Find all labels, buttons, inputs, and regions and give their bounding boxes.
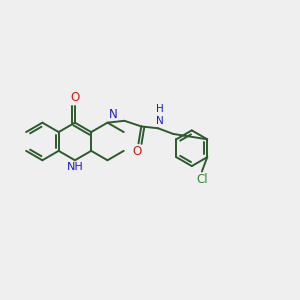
Text: O: O: [70, 91, 80, 104]
Text: N: N: [109, 108, 118, 121]
Text: O: O: [132, 145, 141, 158]
Text: NH: NH: [67, 162, 83, 172]
Text: Cl: Cl: [196, 173, 208, 187]
Text: H
N: H N: [156, 104, 164, 126]
